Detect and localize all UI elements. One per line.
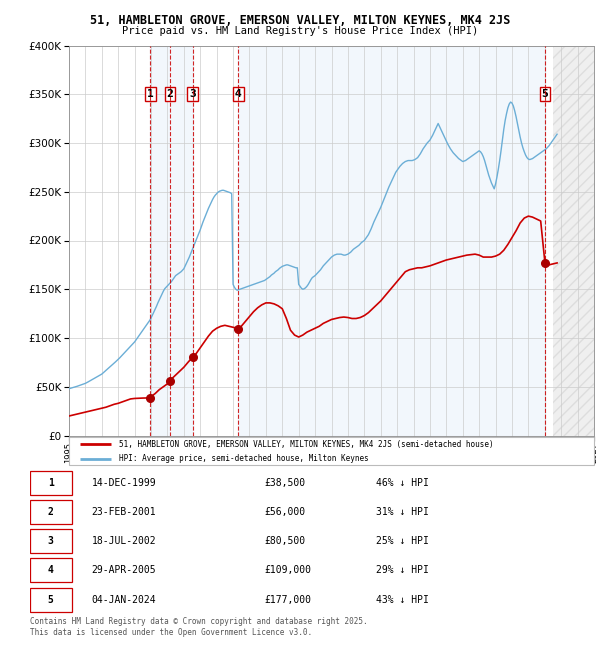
Bar (238, 46, 545, 436)
Text: 43% ↓ HPI: 43% ↓ HPI (376, 595, 429, 604)
Text: 29% ↓ HPI: 29% ↓ HPI (376, 566, 429, 575)
FancyBboxPatch shape (69, 437, 594, 465)
Text: 1: 1 (147, 89, 154, 99)
Text: 4: 4 (48, 566, 53, 575)
FancyBboxPatch shape (30, 529, 72, 553)
Text: HPI: Average price, semi-detached house, Milton Keynes: HPI: Average price, semi-detached house,… (119, 454, 368, 463)
Text: 23-FEB-2001: 23-FEB-2001 (91, 507, 156, 517)
Text: 51, HAMBLETON GROVE, EMERSON VALLEY, MILTON KEYNES, MK4 2JS: 51, HAMBLETON GROVE, EMERSON VALLEY, MIL… (90, 14, 510, 27)
FancyBboxPatch shape (30, 500, 72, 524)
Text: 31% ↓ HPI: 31% ↓ HPI (376, 507, 429, 517)
Text: 2: 2 (48, 507, 53, 517)
Text: £109,000: £109,000 (265, 566, 311, 575)
Bar (553, 46, 594, 436)
Text: £56,000: £56,000 (265, 507, 305, 517)
FancyBboxPatch shape (30, 588, 72, 612)
Text: Contains HM Land Registry data © Crown copyright and database right 2025.
This d: Contains HM Land Registry data © Crown c… (30, 618, 368, 637)
Text: 5: 5 (542, 89, 548, 99)
Text: 2: 2 (167, 89, 173, 99)
Text: 3: 3 (190, 89, 196, 99)
Text: 04-JAN-2024: 04-JAN-2024 (91, 595, 156, 604)
Text: Price paid vs. HM Land Registry's House Price Index (HPI): Price paid vs. HM Land Registry's House … (122, 26, 478, 36)
Text: 29-APR-2005: 29-APR-2005 (91, 566, 156, 575)
FancyBboxPatch shape (30, 471, 72, 495)
Text: 1: 1 (48, 478, 53, 488)
Text: 5: 5 (48, 595, 53, 604)
Text: 14-DEC-1999: 14-DEC-1999 (91, 478, 156, 488)
Text: 46% ↓ HPI: 46% ↓ HPI (376, 478, 429, 488)
Text: £38,500: £38,500 (265, 478, 305, 488)
Text: £80,500: £80,500 (265, 536, 305, 546)
Bar (151, 46, 193, 436)
Text: 25% ↓ HPI: 25% ↓ HPI (376, 536, 429, 546)
Text: 51, HAMBLETON GROVE, EMERSON VALLEY, MILTON KEYNES, MK4 2JS (semi-detached house: 51, HAMBLETON GROVE, EMERSON VALLEY, MIL… (119, 440, 493, 449)
Text: £177,000: £177,000 (265, 595, 311, 604)
Text: 3: 3 (48, 536, 53, 546)
Text: 18-JUL-2002: 18-JUL-2002 (91, 536, 156, 546)
FancyBboxPatch shape (30, 558, 72, 582)
Text: 4: 4 (235, 89, 242, 99)
